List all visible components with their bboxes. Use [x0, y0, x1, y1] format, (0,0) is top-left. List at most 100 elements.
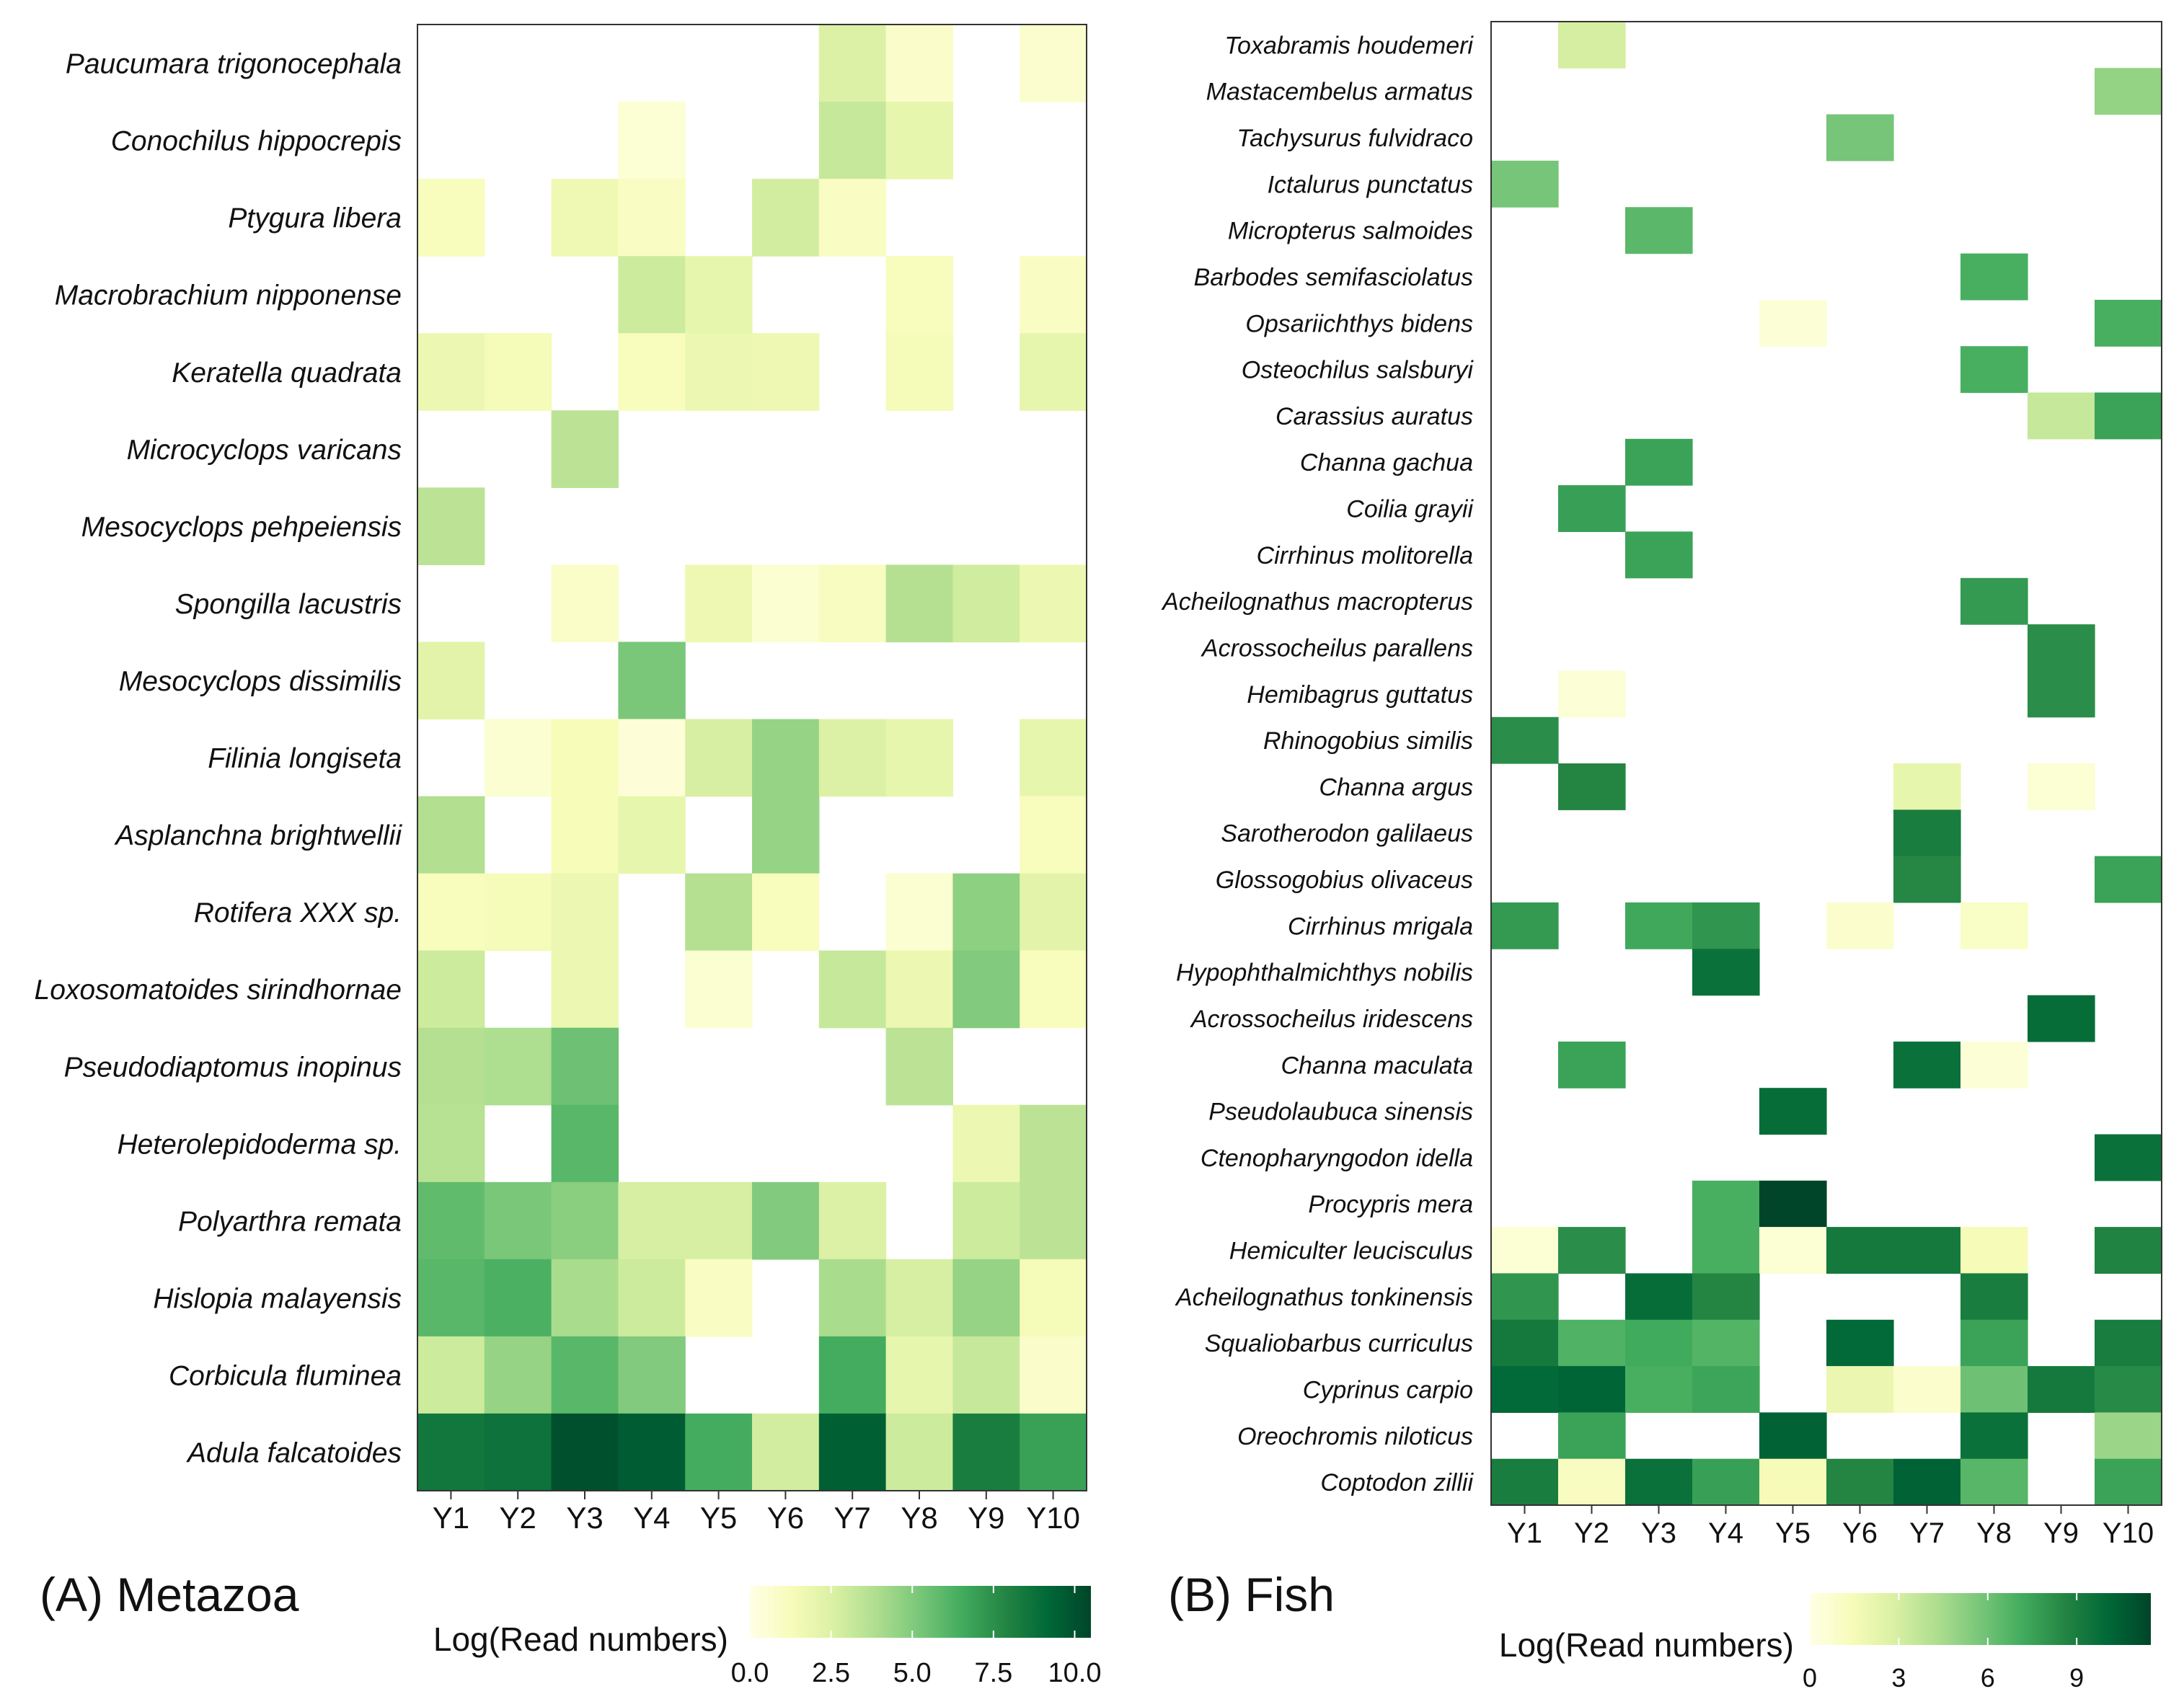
- heatmap-cell: [1625, 207, 1693, 254]
- row-label: Hislopia malayensis: [153, 1283, 402, 1314]
- heatmap-cell: [1020, 1259, 1087, 1337]
- column-label: Y5: [700, 1501, 737, 1535]
- heatmap-cell: [685, 1259, 753, 1337]
- heatmap-cell: [885, 950, 953, 1029]
- heatmap-cell: [1960, 1458, 2028, 1506]
- heatmap-cell: [885, 1413, 953, 1491]
- row-label: Rotifera XXX sp.: [194, 897, 402, 928]
- heatmap-cell: [685, 719, 753, 797]
- heatmap-panel-fish: Toxabramis houdemeri Mastacembelus armatu…: [1161, 21, 2162, 1549]
- heatmap-cell: [2095, 1458, 2162, 1506]
- heatmap-cell: [752, 719, 820, 797]
- row-label: Asplanchna brightwellii: [114, 820, 402, 851]
- heatmap-cell: [752, 1413, 820, 1491]
- heatmap-cell: [1759, 1227, 1827, 1274]
- heatmap-cell: [2028, 624, 2095, 671]
- heatmap-cell: [1826, 1458, 1894, 1506]
- row-label: Micropterus salmoides: [1228, 218, 1473, 245]
- heatmap-cell: [1692, 949, 1760, 996]
- heatmap-cell: [818, 1259, 887, 1337]
- heatmap-cell: [1692, 1180, 1760, 1228]
- row-label: Cirrhinus mrigala: [1288, 913, 1473, 940]
- colorbar-tick-label: 10.0: [1048, 1658, 1102, 1688]
- heatmap-cell: [885, 25, 953, 102]
- row-label: Carassius auratus: [1276, 403, 1473, 430]
- heatmap-cell: [551, 1104, 619, 1183]
- colorbar-tick-label: 5.0: [893, 1658, 932, 1688]
- heatmap-cell: [1491, 1366, 1559, 1413]
- heatmap-cell: [818, 1413, 887, 1491]
- heatmap-cell: [2095, 392, 2162, 440]
- heatmap-cell: [1960, 577, 2028, 625]
- heatmap-cell: [685, 564, 753, 643]
- heatmap-cell: [1960, 253, 2028, 301]
- heatmap-cell: [1625, 902, 1693, 949]
- heatmap-cell: [1491, 717, 1559, 764]
- row-label: Spongilla lacustris: [175, 589, 402, 620]
- heatmap-cell: [551, 179, 619, 257]
- heatmap-cell: [551, 796, 619, 874]
- heatmap-cell: [417, 796, 485, 874]
- heatmap-cell: [885, 873, 953, 952]
- heatmap-cell: [685, 1413, 753, 1491]
- colorbar-gradient-fish: [1810, 1593, 2151, 1645]
- heatmap-cell: [2095, 299, 2162, 347]
- heatmap-cell: [417, 487, 485, 565]
- heatmap-cell: [551, 950, 619, 1029]
- heatmap-cell: [551, 1181, 619, 1260]
- heatmap-cell: [417, 1259, 485, 1337]
- column-label: Y1: [433, 1501, 469, 1535]
- row-label: Polyarthra remata: [178, 1206, 402, 1237]
- column-label: Y8: [901, 1501, 937, 1535]
- heatmap-cell: [1960, 902, 2028, 949]
- heatmap-cell: [952, 564, 1020, 643]
- heatmap-cell: [885, 256, 953, 334]
- heatmap-cell: [1960, 1041, 2028, 1088]
- heatmap-cell: [1960, 1227, 2028, 1274]
- column-label: Y7: [834, 1501, 871, 1535]
- heatmap-cell: [685, 256, 753, 334]
- heatmap-cell: [484, 1027, 552, 1106]
- heatmap-cell: [1020, 256, 1087, 334]
- heatmap-cell: [1558, 485, 1626, 532]
- heatmap-cell: [1893, 763, 1961, 810]
- heatmap-cell: [1558, 1227, 1626, 1274]
- row-label: Microcyclops varicans: [127, 435, 402, 466]
- row-label: Procypris mera: [1308, 1191, 1473, 1218]
- colorbar-title-metazoa: Log(Read numbers): [433, 1620, 728, 1658]
- heatmap-cell: [1692, 1273, 1760, 1321]
- heatmap-cell: [818, 719, 887, 797]
- heatmap-cell: [752, 873, 820, 952]
- heatmap-cell: [952, 873, 1020, 952]
- row-label: Acheilognathus tonkinensis: [1175, 1284, 1473, 1311]
- heatmap-cell: [1826, 902, 1894, 949]
- heatmap-cell: [1020, 873, 1087, 952]
- heatmap-cell: [551, 1259, 619, 1337]
- heatmap-cell: [885, 333, 953, 411]
- row-label: Loxosomatoides sirindhornae: [35, 975, 402, 1006]
- colorbar-tick-label: 6: [1981, 1663, 1995, 1693]
- heatmap-cell: [1692, 1227, 1760, 1274]
- heatmap-cell: [618, 333, 686, 411]
- column-label: Y3: [1641, 1517, 1676, 1549]
- row-label: Macrobrachium nipponense: [55, 280, 402, 311]
- heatmap-cell: [1491, 902, 1559, 949]
- heatmap-cell: [1491, 160, 1559, 208]
- heatmap-cell: [484, 1259, 552, 1337]
- heatmap-cell: [1625, 1319, 1693, 1367]
- heatmap-cell: [1692, 1458, 1760, 1506]
- heatmap-cell: [1020, 1413, 1087, 1491]
- heatmap-cell: [752, 796, 820, 874]
- heatmap-cell: [551, 719, 619, 797]
- heatmap-cell: [1625, 1366, 1693, 1413]
- heatmap-cell: [2095, 856, 2162, 903]
- heatmap-cell: [2028, 1366, 2095, 1413]
- heatmap-cell: [1020, 1104, 1087, 1183]
- row-label: Ctenopharyngodon idella: [1201, 1145, 1473, 1172]
- heatmap-cell: [685, 873, 753, 952]
- row-label: Conochilus hippocrepis: [111, 126, 402, 157]
- heatmap-cell: [618, 179, 686, 257]
- heatmap-cell: [1759, 1088, 1827, 1135]
- row-label: Glossogobius olivaceus: [1216, 866, 1473, 894]
